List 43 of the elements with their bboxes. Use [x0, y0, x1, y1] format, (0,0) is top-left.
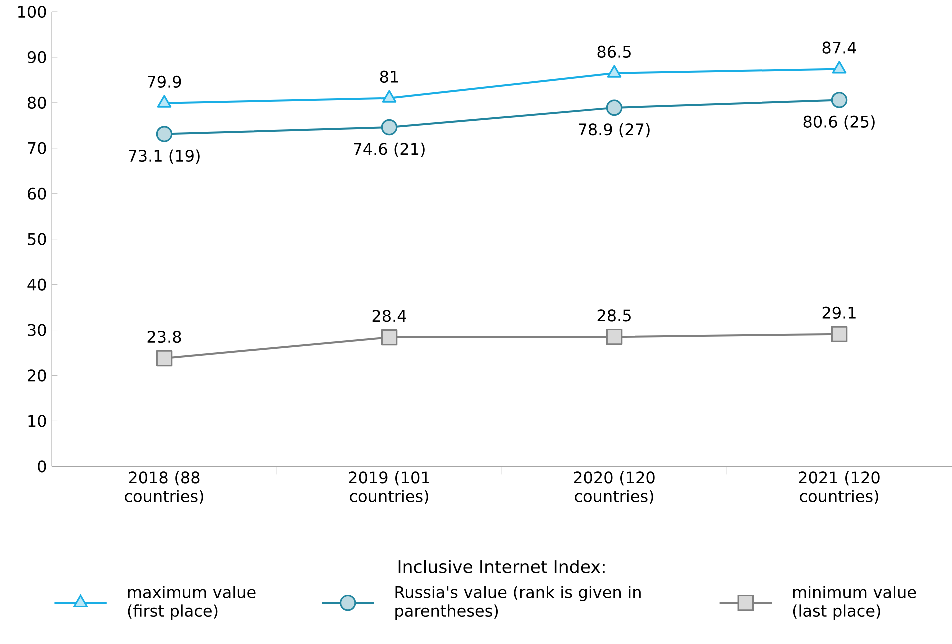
data-label: 78.9 (27): [579, 123, 650, 138]
data-label: 81: [380, 71, 398, 84]
legend-label: minimum value (last place): [793, 586, 916, 620]
x-tick-label: 2021 (120 countries): [799, 472, 880, 504]
data-label: 28.4: [372, 310, 406, 322]
y-tick-label: 90: [28, 52, 46, 64]
point: [606, 329, 623, 346]
y-tick-label: 70: [28, 142, 46, 155]
y-tick-label: 100: [18, 6, 46, 18]
y-tick-label: 80: [28, 97, 46, 110]
point: [156, 350, 173, 367]
y-tick-label: 10: [28, 415, 46, 428]
point: [831, 326, 848, 343]
data-label: 74.6 (21): [354, 143, 425, 158]
point: [382, 90, 397, 104]
point: [607, 65, 622, 78]
x-tick-label: 2018 (88 countries): [125, 472, 204, 504]
y-tick-label: 0: [38, 460, 46, 473]
x-tick-label: 2020 (120 countries): [574, 472, 655, 504]
data-label: 73.1 (19): [129, 150, 200, 164]
point: [831, 92, 848, 108]
point: [381, 330, 398, 346]
data-label: 28.5: [598, 310, 631, 322]
legend-label: maximum value (first place): [128, 586, 256, 620]
point: [606, 100, 623, 116]
point: [157, 95, 172, 108]
y-tick-label: 20: [28, 370, 46, 382]
y-tick-label: 60: [28, 188, 46, 200]
x-tick-label: 2019 (101 countries): [349, 472, 430, 504]
y-tick-label: 50: [28, 233, 46, 246]
data-label: 79.9: [148, 76, 182, 88]
data-label: 87.4: [822, 42, 856, 54]
point: [381, 120, 398, 136]
data-label: 23.8: [148, 331, 182, 344]
point: [832, 61, 847, 74]
y-tick-label: 30: [28, 324, 46, 336]
point: [156, 126, 173, 143]
y-tick-label: 40: [28, 278, 46, 292]
data-label: 29.1: [822, 307, 856, 320]
data-label: 80.6 (25): [804, 116, 875, 130]
legend-title: Inclusive Internet Index:: [398, 560, 605, 574]
legend-label: Russia's value (rank is given in parentheses): [396, 586, 641, 620]
data-label: 86.5: [598, 46, 631, 58]
